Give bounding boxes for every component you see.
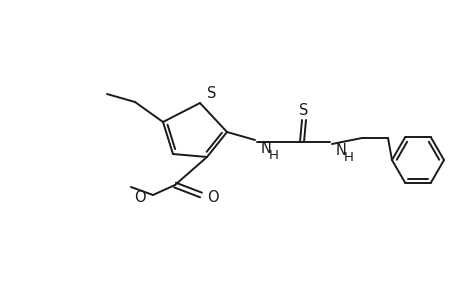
Text: S: S <box>299 103 308 118</box>
Text: N: N <box>335 142 346 158</box>
Text: H: H <box>269 148 278 161</box>
Text: O: O <box>134 190 146 205</box>
Text: O: O <box>207 190 218 205</box>
Text: N: N <box>260 140 271 155</box>
Text: H: H <box>343 151 353 164</box>
Text: S: S <box>207 85 216 100</box>
